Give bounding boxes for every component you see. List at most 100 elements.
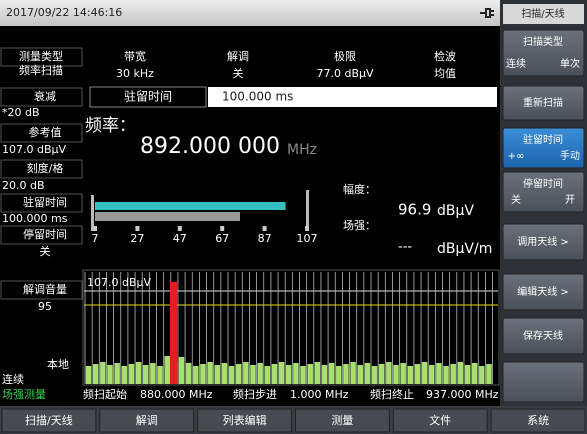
- spectrum-bar: [135, 362, 142, 384]
- meter-tick: [93, 226, 97, 231]
- status-bar: [0, 0, 500, 26]
- menu-label: 系统: [527, 414, 549, 427]
- softkey[interactable]: [502, 127, 585, 169]
- menu-label: 文件: [429, 413, 451, 427]
- param-label: 解调音量: [23, 282, 67, 296]
- softkey[interactable]: [502, 273, 585, 311]
- meter-tick: [135, 226, 140, 231]
- param-label: 刻度/格: [27, 161, 64, 175]
- header-value: 30 kHz: [116, 67, 154, 80]
- spectrum-bar: [178, 357, 185, 384]
- menu-button[interactable]: [99, 408, 195, 433]
- spectrum-bar: [314, 362, 321, 384]
- sweep-start-label: 频扫起始: [83, 387, 127, 401]
- softkey-option[interactable]: 单次: [560, 57, 580, 70]
- spectrum-bar: [143, 365, 149, 384]
- meter-tick-label: 87: [258, 232, 272, 245]
- param-value: 95: [38, 300, 52, 313]
- param-label-box: [0, 159, 83, 179]
- selected-channel: [170, 282, 177, 384]
- amplitude-label: 幅度：: [343, 182, 376, 196]
- softkey[interactable]: [502, 29, 585, 77]
- spectrum-bar: [150, 363, 156, 384]
- amplitude-value: 96.9: [398, 201, 431, 219]
- meter-tick-label: 27: [130, 232, 144, 245]
- dwell-input: [208, 87, 497, 107]
- param-value: 20.0 dB: [2, 179, 45, 192]
- mode: 本地: [47, 357, 69, 371]
- field-label: 场强：: [343, 218, 376, 232]
- softkey-option[interactable]: 手动: [560, 149, 580, 162]
- spectrum-bar: [114, 363, 120, 384]
- spectrum-bar: [443, 366, 449, 384]
- sweep-stop-label: 频扫终止: [370, 387, 414, 401]
- spectrum-bar: [121, 366, 128, 384]
- spectrum-bar: [307, 364, 313, 384]
- spectrum-bar: [243, 362, 249, 384]
- spectrum-bar: [257, 363, 263, 384]
- field-unit: dBμV/m: [437, 241, 492, 257]
- menu-button[interactable]: [490, 408, 586, 433]
- spectrum-bar: [407, 366, 414, 384]
- spectrum-bar: [371, 366, 378, 384]
- softkey[interactable]: [502, 223, 585, 261]
- spectrum-bar: [228, 366, 235, 384]
- param-label: 衰减: [34, 89, 56, 103]
- softkey-option[interactable]: 连续: [506, 57, 526, 70]
- menu-label: 解调: [136, 413, 158, 427]
- softkey-title-box: [503, 4, 584, 24]
- meter-tick-label: 47: [173, 232, 187, 245]
- field-value: ---: [398, 240, 412, 255]
- spectrum-bar: [250, 365, 256, 384]
- amplitude-unit: dBμV: [437, 203, 474, 219]
- header-label: 带宽: [124, 49, 146, 63]
- param-label: 参考值: [29, 125, 62, 139]
- header-label: 检波: [434, 49, 456, 63]
- spectrum-bar: [200, 364, 206, 384]
- dwell-value: 100.000 ms: [222, 90, 293, 104]
- softkey[interactable]: [502, 85, 585, 121]
- frequency-unit: MHz: [287, 142, 317, 158]
- frequency-label: 频率：: [85, 116, 136, 136]
- spectrum-bar: [271, 364, 278, 384]
- softkey-label: 停留时间: [523, 177, 563, 190]
- header-value: 关: [233, 66, 244, 80]
- header-value: 77.0 dBμV: [316, 67, 374, 80]
- softkey[interactable]: [502, 171, 585, 213]
- param-label: 测量类型: [19, 49, 63, 63]
- ref-label: 107.0 dBμV: [87, 276, 152, 289]
- param-value: 107.0 dBμV: [2, 143, 67, 156]
- frequency-value: 892.000 000: [140, 134, 280, 159]
- softkey-option[interactable]: 开: [565, 195, 575, 206]
- meter-tick: [305, 226, 309, 231]
- spectrum-bar: [107, 365, 113, 384]
- spectrum-bar: [278, 362, 285, 384]
- softkey-label: 编辑天线 >: [517, 285, 569, 298]
- param-value: 关: [40, 244, 51, 258]
- softkey[interactable]: [502, 317, 585, 355]
- menu-label: 列表编辑: [223, 413, 267, 427]
- meter-right-post: [306, 190, 309, 230]
- spectrum-bar: [328, 363, 335, 384]
- softkey-option[interactable]: 关: [511, 193, 521, 206]
- menu-button[interactable]: [197, 408, 293, 433]
- spectrum-bar: [436, 363, 442, 384]
- sweep-stop: 937.000 MHz: [426, 388, 499, 401]
- spectrum-bar: [350, 362, 356, 384]
- softkey-option[interactable]: +∞: [508, 151, 525, 162]
- spectrum-bar: [157, 366, 163, 384]
- softkey-label: 重新扫描: [523, 96, 563, 109]
- spectrum-bar: [414, 364, 421, 384]
- meter-tick-label: 67: [215, 232, 229, 245]
- sweep-step-label: 频扫步进: [233, 387, 277, 401]
- spectrum-bar: [421, 362, 428, 384]
- dwell-label: 驻留时间: [124, 89, 172, 104]
- menu-button[interactable]: [1, 408, 97, 433]
- measure-mode: 场强测量: [2, 387, 46, 401]
- spectrum-bar: [400, 363, 406, 384]
- spectrum-bar: [457, 362, 464, 384]
- menu-button[interactable]: [392, 408, 488, 433]
- spectrum-bar: [429, 365, 435, 384]
- menu-button[interactable]: [295, 408, 390, 433]
